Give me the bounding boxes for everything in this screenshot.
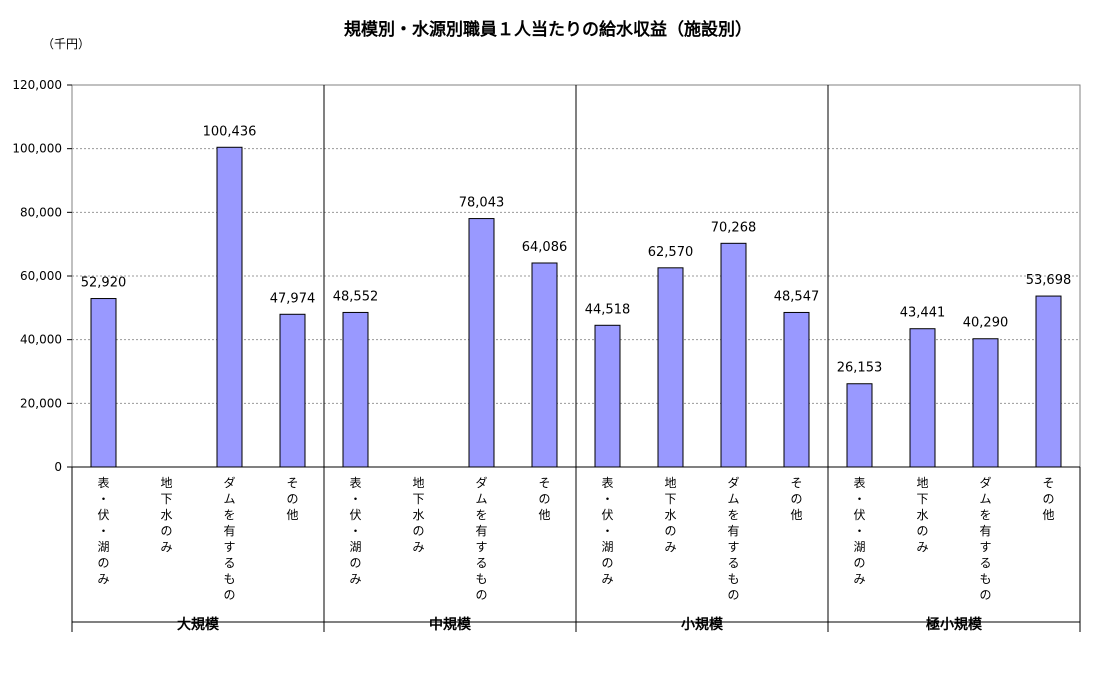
data-label: 43,441 [900, 306, 946, 321]
category-label: 表・伏・湖のみ [349, 476, 361, 586]
bar [531, 262, 558, 468]
bar [594, 324, 621, 468]
category-label: 地下水のみ [664, 476, 676, 554]
group-label: 中規模 [429, 616, 472, 633]
category-label: その他 [286, 476, 298, 522]
category-label: 地下水のみ [412, 476, 424, 554]
bar [720, 242, 747, 468]
y-tick-label: 120,000 [12, 78, 62, 92]
category-label: 表・伏・湖のみ [601, 476, 613, 586]
category-label: その他 [790, 476, 802, 522]
category-labels: 表・伏・湖のみ 地下水のみ ダムを有するもの その他 表・伏・湖のみ 地下水のみ ダムを有す… [97, 475, 1054, 602]
category-label: ダムを有するもの [979, 475, 991, 602]
y-tick-label: 0 [54, 460, 62, 474]
group-label: 大規模 [177, 616, 220, 633]
y-tick-label: 80,000 [20, 205, 62, 219]
data-label: 70,268 [711, 220, 757, 235]
bar [279, 313, 306, 468]
y-axis-unit-label: （千円） [42, 37, 90, 51]
data-label: 100,436 [203, 124, 257, 139]
bar [216, 146, 243, 468]
y-tick-label: 20,000 [20, 396, 62, 410]
y-tick-label: 100,000 [12, 142, 62, 156]
bar [909, 328, 936, 468]
data-label: 78,043 [459, 196, 505, 211]
data-label: 44,518 [585, 302, 631, 317]
bars [90, 146, 1062, 468]
data-label: 62,570 [648, 245, 694, 260]
bar [657, 267, 684, 468]
y-tick-label: 60,000 [20, 269, 62, 283]
chart-title: 規模別・水源別職員１人当たりの給水収益（施設別） [344, 19, 752, 40]
data-labels: 52,920 100,436 47,974 48,552 78,043 64,086 44,… [81, 124, 1072, 375]
y-tick-label: 40,000 [20, 333, 62, 347]
data-label: 52,920 [81, 276, 127, 291]
group-labels: 大規模 中規模 小規模 極小規模 [177, 616, 983, 633]
data-label: 53,698 [1026, 273, 1072, 288]
data-label: 48,547 [774, 289, 820, 304]
category-label: 地下水のみ [916, 476, 928, 554]
category-label: ダムを有するもの [727, 475, 739, 602]
data-label: 64,086 [522, 240, 568, 255]
category-label: 表・伏・湖のみ [853, 476, 865, 586]
data-label: 40,290 [963, 316, 1009, 331]
bar [468, 218, 495, 468]
group-label: 極小規模 [926, 616, 983, 633]
category-label: その他 [1042, 476, 1054, 522]
group-label: 小規模 [681, 616, 724, 633]
category-label: ダムを有するもの [223, 475, 235, 602]
category-label: 表・伏・湖のみ [97, 476, 109, 586]
group-separators [71, 85, 1081, 632]
bar [846, 383, 873, 468]
bar [1035, 295, 1062, 468]
bar [783, 311, 810, 468]
category-label: 地下水のみ [160, 476, 172, 554]
bar [342, 311, 369, 468]
data-label: 47,974 [270, 291, 316, 306]
bar [90, 298, 117, 468]
bar [972, 338, 999, 468]
data-label: 48,552 [333, 289, 379, 304]
category-label: その他 [538, 476, 550, 522]
data-label: 26,153 [837, 361, 883, 376]
category-label: ダムを有するもの [475, 475, 487, 602]
